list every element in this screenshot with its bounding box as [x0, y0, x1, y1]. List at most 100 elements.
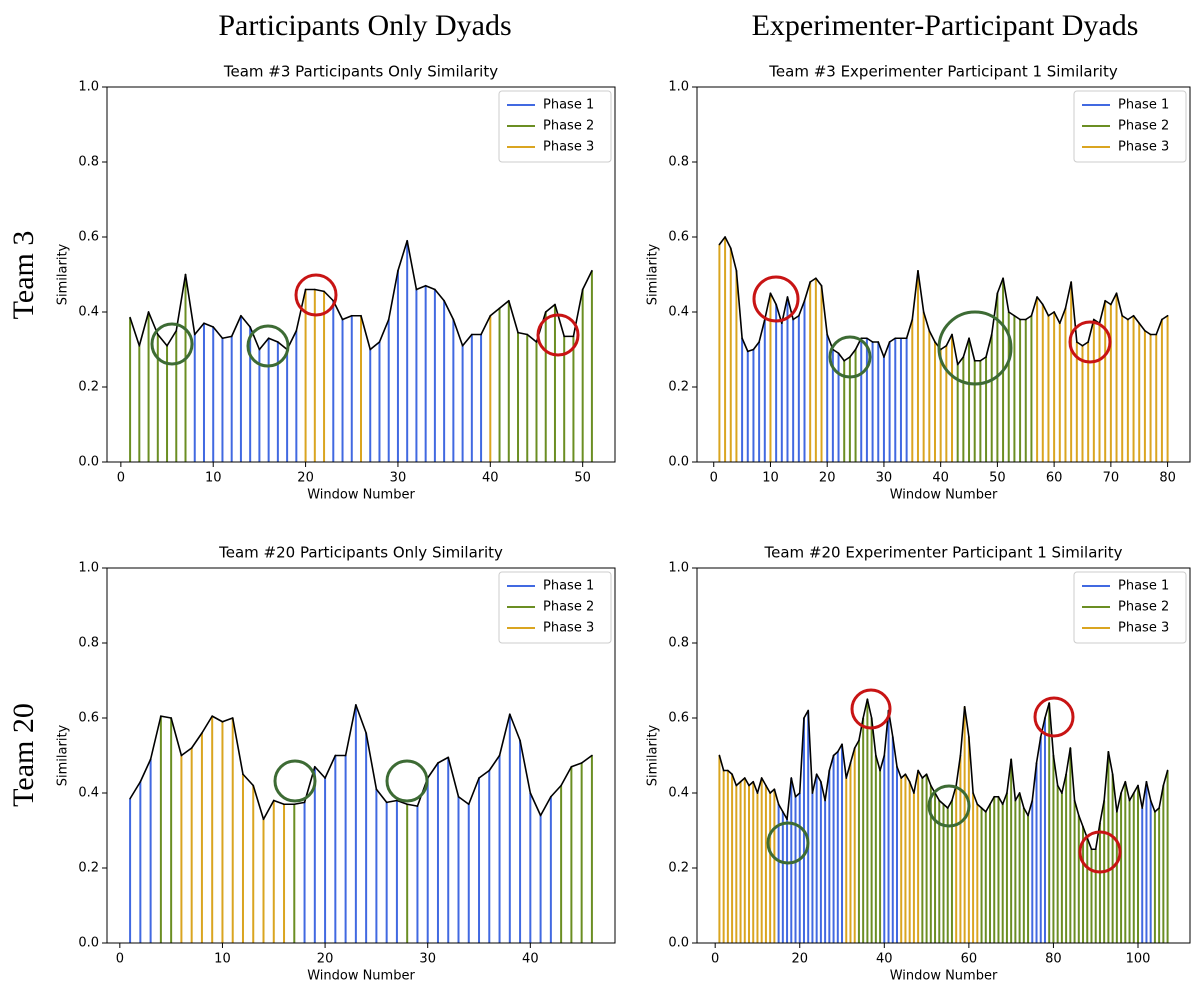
trend-line-segment	[242, 773, 255, 787]
y-tick-label: 0.2	[78, 861, 99, 876]
subplot: 0.0 0.2 0.4 0.6 0.8 1.0 0 10 20 30 40 Team #20 Part…	[56, 544, 616, 984]
trend-line-segment	[990, 292, 999, 336]
trend-line-segment	[170, 717, 183, 757]
trend-line-segment	[746, 348, 755, 353]
trend-line-segment	[221, 335, 233, 340]
trend-line-segment	[184, 273, 196, 336]
trend-line-segment	[324, 754, 337, 779]
y-axis-label: Similarity	[646, 724, 661, 786]
trend-line-segment	[1052, 754, 1059, 787]
trend-line-segment	[968, 735, 974, 794]
trend-line-segment	[166, 329, 178, 347]
trend-line-segment	[845, 762, 852, 779]
y-tick-label: 0.2	[668, 380, 689, 395]
x-axis-label: Window Number	[890, 969, 998, 984]
trend-line-segment	[853, 739, 860, 749]
trend-line-segment	[190, 732, 203, 749]
trend-line-segment	[452, 318, 464, 347]
trend-line-segment	[841, 743, 848, 779]
trend-line-segment	[870, 717, 877, 757]
trend-line-segment	[1056, 784, 1063, 794]
legend-label: Phase 3	[1118, 621, 1169, 636]
trend-line-segment	[997, 795, 1004, 806]
trend-line-segment	[378, 318, 390, 343]
trend-line-segment	[1086, 837, 1093, 851]
x-tick-label: 10	[205, 471, 222, 486]
trend-line-segment	[1132, 314, 1141, 325]
trend-line-segment	[1107, 750, 1114, 776]
trend-line-segment	[1138, 322, 1146, 332]
trend-line-segment	[724, 236, 732, 250]
highlight-circle	[294, 273, 338, 317]
trend-line-segment	[478, 769, 491, 779]
trend-line-segment	[443, 299, 455, 321]
trend-line-segment	[763, 292, 772, 321]
trend-line-segment	[1061, 773, 1067, 794]
y-tick-label: 0.8	[668, 636, 689, 651]
highlight-circle	[1068, 320, 1112, 364]
highlight-circle	[927, 784, 971, 828]
trend-line-segment	[1044, 702, 1051, 719]
trend-line-segment	[424, 284, 436, 291]
trend-line-segment	[809, 277, 817, 283]
trend-line-segment	[962, 337, 970, 358]
trend-line-segment	[519, 739, 532, 794]
trend-line-segment	[807, 709, 814, 794]
trend-line-segment	[921, 773, 928, 779]
trend-line-segment	[406, 803, 419, 807]
trend-line-segment	[824, 769, 831, 802]
y-tick-label: 0.2	[78, 380, 99, 395]
y-tick-label: 0.8	[668, 155, 689, 170]
trend-line-segment	[1024, 314, 1033, 321]
x-tick-label: 0	[117, 471, 125, 486]
y-axis-label: Similarity	[646, 243, 661, 305]
trend-line-segment	[832, 348, 840, 355]
trend-line-segment	[879, 754, 886, 772]
trend-line-segment	[1132, 784, 1139, 794]
trend-line-segment	[1023, 807, 1029, 817]
trend-line-segment	[1158, 784, 1165, 809]
trend-line-segment	[1103, 750, 1110, 802]
trend-line-segment	[1149, 799, 1156, 813]
trend-line-segment	[375, 788, 388, 804]
trend-line-segment	[1104, 299, 1112, 306]
trend-line-segment	[139, 758, 152, 783]
trend-line-segment	[489, 307, 501, 317]
trend-line-segment	[811, 773, 818, 794]
y-tick-label: 1.0	[78, 561, 99, 576]
trend-line-segment	[1001, 792, 1008, 806]
trend-line-segment	[820, 284, 828, 336]
trend-line-segment	[849, 747, 856, 764]
legend-label: Phase 3	[543, 140, 594, 155]
trend-line-segment	[550, 784, 562, 798]
trend-line-segment	[1048, 702, 1055, 757]
trend-line-segment	[996, 277, 1004, 295]
trend-line-segment	[748, 780, 755, 787]
trend-line-segment	[1155, 318, 1163, 336]
trend-line-segment	[832, 750, 839, 757]
trend-line-segment	[917, 769, 924, 779]
subplot: 0.0 0.2 0.4 0.6 0.8 1.0 0 20 40 60 80 100 Team #20 E…	[646, 544, 1191, 984]
trend-line-segment	[221, 717, 234, 723]
y-axis-label: Similarity	[56, 243, 71, 305]
y-tick-label: 0.4	[668, 305, 689, 320]
y-tick-label: 0.6	[78, 230, 99, 245]
trend-line-segment	[984, 803, 991, 813]
trend-line-segment	[175, 273, 187, 332]
trend-line-segment	[959, 705, 966, 757]
trend-line-segment	[201, 715, 213, 734]
trend-line-segment	[434, 288, 445, 302]
highlight-circle	[246, 324, 290, 368]
legend-label: Phase 2	[543, 119, 594, 134]
axes-frame	[696, 86, 1191, 463]
trend-line-segment	[798, 717, 805, 794]
trend-line-segment	[1069, 747, 1076, 802]
trend-line-segment	[1145, 780, 1152, 802]
trend-line-segment	[877, 341, 885, 358]
trend-line-segment	[769, 788, 776, 794]
trend-line-segment	[387, 269, 399, 321]
trend-line-segment	[900, 773, 907, 779]
trend-line-segment	[526, 333, 538, 343]
trend-line-segment	[760, 777, 767, 787]
legend-label: Phase 2	[1118, 119, 1169, 134]
